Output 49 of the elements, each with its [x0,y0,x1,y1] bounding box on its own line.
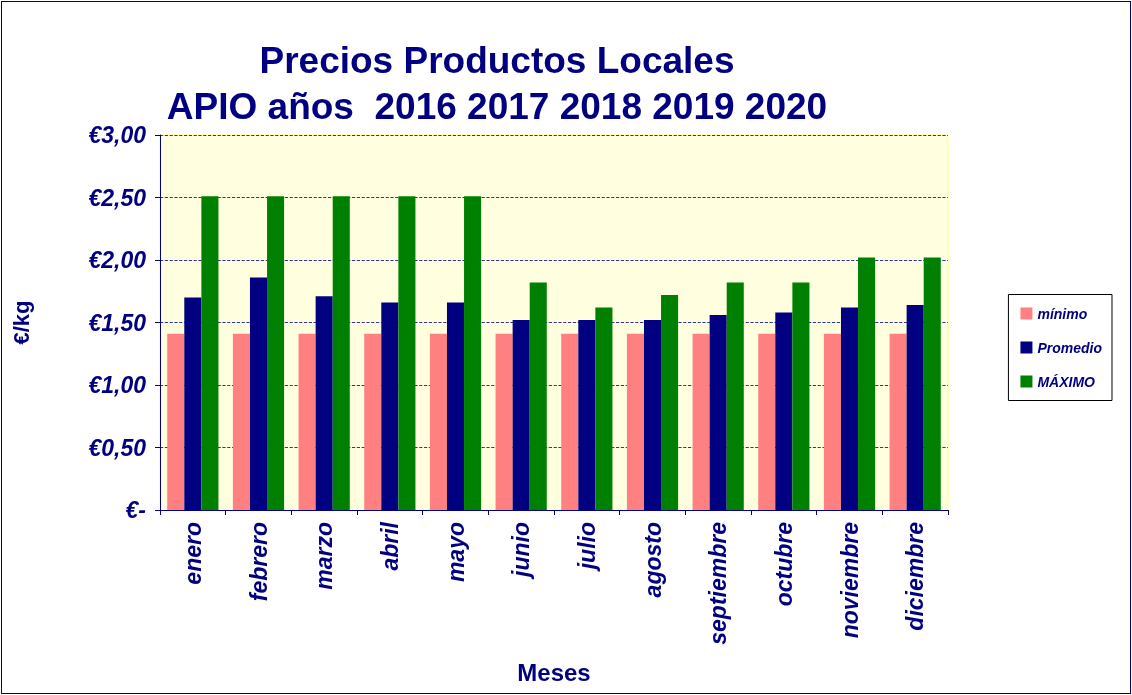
bar [595,307,613,510]
bar [464,196,482,510]
chart-title: Precios Productos Locales APIO años 2016 2017 2018 2019 2020 [166,39,828,127]
y-tick-label: €0,50 [88,434,147,461]
x-tick-label: noviembre [836,521,863,639]
bar [726,282,744,510]
bar [298,333,316,510]
y-tick-label: €2,00 [88,247,147,273]
y-tick-label: €1,50 [88,309,147,336]
bar [792,282,810,510]
bar [429,333,447,510]
x-tick-label: junio [508,522,535,580]
y-tick-label: €1,00 [88,372,147,398]
x-tick-label: febrero [245,522,272,602]
bar [529,282,547,510]
legend-label: MÁXIMO [1037,373,1096,390]
x-tick-label: marzo [311,522,338,590]
y-tick-label: €2,50 [88,184,147,211]
bar [758,333,776,510]
bar [267,196,285,510]
x-tick-label: diciembre [902,521,929,631]
bar [889,333,907,510]
bar [201,196,219,510]
bar [167,333,185,510]
x-tick-label: septiembre [705,521,732,645]
x-tick-label: mayo [442,522,469,583]
bar [232,333,250,510]
x-tick-label: octubre [770,521,797,607]
x-axis-title: Meses [517,658,591,686]
x-tick-label: julio [573,522,600,573]
bar [626,333,644,510]
bar [858,257,876,510]
y-tick-label: €3,00 [88,122,147,148]
bar [398,196,416,510]
bar [661,295,679,510]
legend-label: Promedio [1037,339,1103,356]
bar [923,257,941,510]
y-tick-label: €- [125,497,146,523]
y-axis-title: €/kg [8,300,34,345]
x-tick-label: abril [376,521,403,571]
bar [561,333,579,510]
x-tick-label: agosto [639,522,666,598]
legend-label: mínimo [1037,305,1088,322]
bar [692,333,710,510]
x-tick-label: enero [179,522,206,585]
bar [823,333,841,510]
bar [364,333,382,510]
bar [495,333,513,510]
bar [332,196,350,510]
